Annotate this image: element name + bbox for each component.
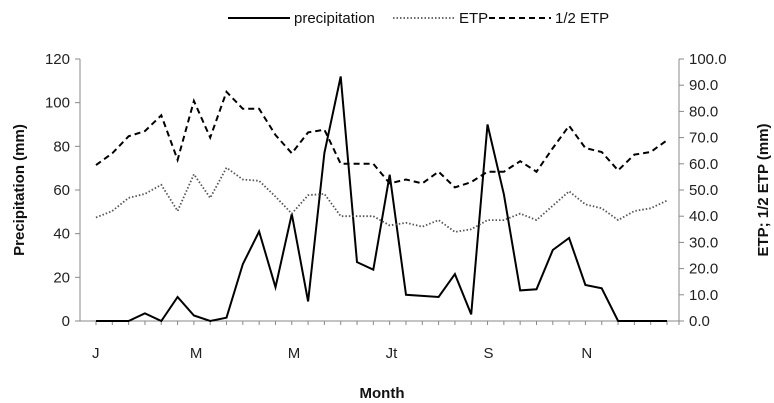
left-tick-label: 40 bbox=[53, 226, 70, 243]
right-tick-label: 80.0 bbox=[689, 103, 718, 120]
left-tick-label: 0 bbox=[62, 313, 70, 330]
right-axis-title: ETP; 1/2 ETP (mm) bbox=[755, 123, 772, 256]
right-tick-label: 90.0 bbox=[689, 77, 718, 94]
x-tick-label: S bbox=[484, 345, 494, 362]
series-layer bbox=[95, 76, 668, 323]
x-tick-label: M bbox=[288, 345, 301, 362]
legend-item-half-etp: 1/2 ETP bbox=[489, 10, 609, 27]
legend-item-precipitation: precipitation bbox=[228, 10, 375, 27]
legend-item-etp: ETP bbox=[393, 10, 488, 27]
right-tick-label: 40.0 bbox=[689, 208, 718, 225]
x-tick-label: Jt bbox=[386, 345, 399, 362]
right-y-ticks: 0.0 10.0 20.0 30.0 40.0 50.0 60.0 70.0 80.0 90.0 1… bbox=[679, 51, 727, 330]
left-axis-title: Precipitation (mm) bbox=[11, 124, 28, 256]
right-tick-label: 30.0 bbox=[689, 234, 718, 251]
series-line-1-2-etp bbox=[95, 89, 668, 189]
left-tick-label: 80 bbox=[53, 138, 70, 155]
right-tick-label: 0.0 bbox=[689, 313, 710, 330]
left-tick-label: 120 bbox=[45, 51, 70, 68]
series-line-precipitation bbox=[96, 76, 667, 323]
legend-label-precipitation: precipitation bbox=[294, 10, 375, 27]
x-tick-label: J bbox=[92, 345, 100, 362]
x-tick-label: N bbox=[581, 345, 592, 362]
right-tick-label: 50.0 bbox=[689, 182, 718, 199]
right-tick-label: 10.0 bbox=[689, 287, 718, 304]
left-y-ticks: 0 20 40 60 80 100 120 bbox=[45, 51, 80, 330]
legend-label-etp: ETP bbox=[459, 10, 488, 27]
left-tick-label: 100 bbox=[45, 95, 70, 112]
x-ticks: J M M Jt S N bbox=[92, 321, 680, 362]
right-tick-label: 70.0 bbox=[689, 130, 718, 147]
right-tick-label: 60.0 bbox=[689, 156, 718, 173]
legend: precipitation ETP 1/2 ETP bbox=[228, 10, 609, 27]
right-tick-label: 100.0 bbox=[689, 51, 727, 68]
right-tick-label: 20.0 bbox=[689, 261, 718, 278]
left-tick-label: 20 bbox=[53, 269, 70, 286]
x-tick-label: M bbox=[190, 345, 203, 362]
left-tick-label: 60 bbox=[53, 182, 70, 199]
legend-label-half-etp: 1/2 ETP bbox=[555, 10, 609, 27]
x-axis-title: Month bbox=[360, 385, 405, 402]
